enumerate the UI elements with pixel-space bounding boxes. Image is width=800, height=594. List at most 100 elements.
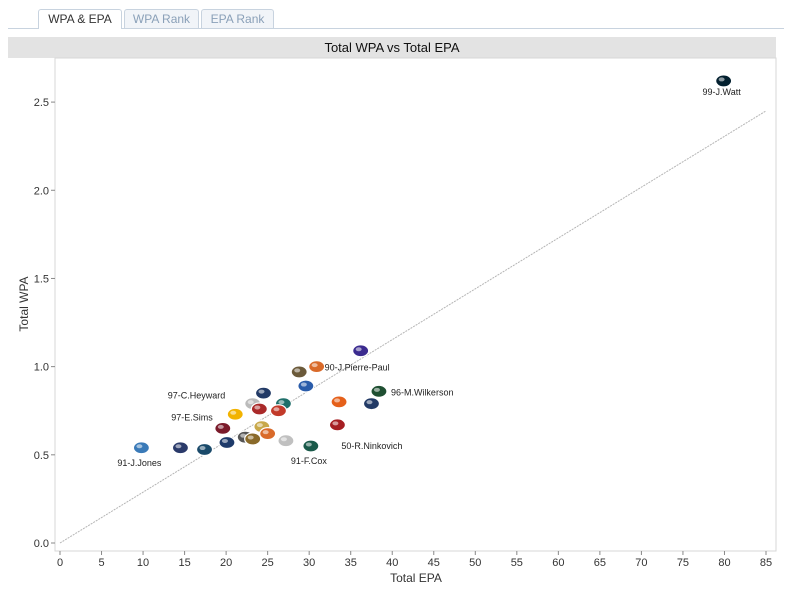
x-tick-label: 30 (303, 557, 315, 569)
point-label: 90-J.Pierre-Paul (325, 363, 390, 373)
marker-highlight (254, 405, 261, 410)
data-point[interactable] (330, 395, 348, 409)
data-point[interactable]: 50-R.Ninkovich (328, 418, 402, 451)
x-tick-label: 20 (220, 557, 232, 569)
marker-highlight (221, 438, 228, 443)
marker-highlight (217, 424, 224, 429)
y-tick-label: 1.0 (34, 362, 49, 374)
team-logo-marker (352, 344, 370, 358)
data-point[interactable] (218, 435, 236, 450)
data-point[interactable] (277, 434, 295, 448)
marker-highlight (199, 446, 206, 451)
point-label: 50-R.Ninkovich (341, 441, 402, 451)
marker-highlight (136, 444, 143, 449)
x-tick-label: 40 (386, 557, 398, 569)
marker-highlight (373, 387, 380, 392)
tab-wpa-epa[interactable]: WPA & EPA (38, 9, 122, 29)
x-tick-label: 5 (98, 557, 104, 569)
point-label: 96-M.Wilkerson (391, 387, 454, 397)
team-logo-marker (370, 384, 388, 398)
marker-highlight (300, 382, 307, 387)
team-logo-marker (328, 418, 347, 432)
team-logo-marker (226, 407, 244, 421)
marker-highlight (334, 398, 341, 403)
team-logo-marker (259, 427, 277, 441)
point-label: 97-E.Sims (171, 412, 213, 422)
data-point[interactable] (362, 397, 381, 411)
x-tick-label: 0 (57, 557, 63, 569)
y-axis-title: Total WPA (17, 276, 31, 331)
x-tick-label: 65 (594, 557, 606, 569)
data-point[interactable] (297, 379, 315, 393)
marker-highlight (280, 437, 287, 442)
point-label: 91-F.Cox (291, 456, 328, 466)
y-axis-ticks: 0.0 0.5 1.0 1.5 2.0 2.5 (34, 97, 55, 550)
data-point[interactable] (352, 344, 370, 358)
marker-highlight (247, 435, 254, 440)
data-point[interactable]: 91-J.Jones (117, 441, 162, 468)
y-tick-label: 2.5 (34, 97, 49, 109)
marker-highlight (247, 400, 254, 405)
team-logo-marker (195, 442, 214, 457)
y-tick-label: 1.5 (34, 273, 49, 285)
team-logo-marker (218, 435, 236, 450)
data-point[interactable]: 97-E.Sims (171, 412, 232, 435)
tab-wpa-rank[interactable]: WPA Rank (124, 9, 199, 28)
x-axis-ticks: 0 5 10 15 20 25 30 35 40 45 50 55 60 65 70 75 80 85 (57, 551, 772, 569)
point-label: 91-J.Jones (117, 458, 162, 468)
chart-title: Total WPA vs Total EPA (324, 40, 460, 55)
team-logo-marker (244, 432, 262, 446)
marker-highlight (262, 430, 269, 435)
marker-highlight (332, 421, 339, 426)
data-point[interactable] (290, 365, 308, 379)
data-point[interactable]: 96-M.Wilkerson (370, 384, 454, 398)
data-point[interactable]: 90-J.Pierre-Paul (308, 360, 390, 374)
chart-title-bar: Total WPA vs Total EPA (8, 37, 776, 58)
marker-highlight (294, 368, 301, 373)
data-point[interactable]: 97-C.Heyward (168, 390, 244, 421)
marker-highlight (718, 77, 725, 82)
data-point[interactable] (254, 386, 273, 400)
team-logo-marker (269, 404, 288, 418)
x-tick-label: 75 (677, 557, 689, 569)
tab-epa-rank[interactable]: EPA Rank (201, 9, 274, 28)
data-point[interactable] (171, 441, 190, 455)
x-tick-label: 15 (178, 557, 190, 569)
x-tick-label: 25 (262, 557, 274, 569)
point-label: 97-C.Heyward (168, 390, 226, 400)
team-logo-marker (277, 434, 295, 448)
marker-highlight (273, 407, 280, 412)
plot-area (54, 57, 777, 552)
marker-highlight (355, 347, 362, 352)
data-point[interactable] (244, 432, 262, 446)
x-tick-label: 35 (345, 557, 357, 569)
marker-highlight (230, 410, 237, 415)
team-logo-marker (297, 379, 315, 393)
x-tick-label: 55 (511, 557, 523, 569)
marker-highlight (175, 444, 182, 449)
team-logo-marker (214, 421, 232, 435)
marker-highlight (311, 363, 318, 368)
data-point[interactable] (259, 427, 277, 441)
marker-highlight (256, 423, 263, 428)
team-logo-marker (171, 441, 190, 455)
data-point[interactable] (269, 404, 288, 418)
team-logo-marker (302, 439, 320, 453)
tab-bar: WPA & EPA WPA Rank EPA Rank (0, 0, 800, 29)
team-logo-marker (308, 360, 326, 374)
y-tick-label: 0.0 (34, 538, 49, 550)
x-tick-label: 70 (635, 557, 647, 569)
data-point[interactable] (250, 402, 268, 416)
team-logo-marker (254, 386, 273, 400)
point-label: 99-J.Watt (703, 87, 742, 97)
team-logo-marker (290, 365, 308, 379)
marker-highlight (258, 389, 265, 394)
data-point[interactable]: 99-J.Watt (703, 74, 742, 97)
data-point[interactable] (195, 442, 214, 457)
y-tick-label: 0.5 (34, 450, 49, 462)
data-point[interactable]: 91-F.Cox (291, 439, 328, 466)
x-tick-label: 60 (552, 557, 564, 569)
team-logo-marker (362, 397, 381, 411)
x-tick-label: 50 (469, 557, 481, 569)
